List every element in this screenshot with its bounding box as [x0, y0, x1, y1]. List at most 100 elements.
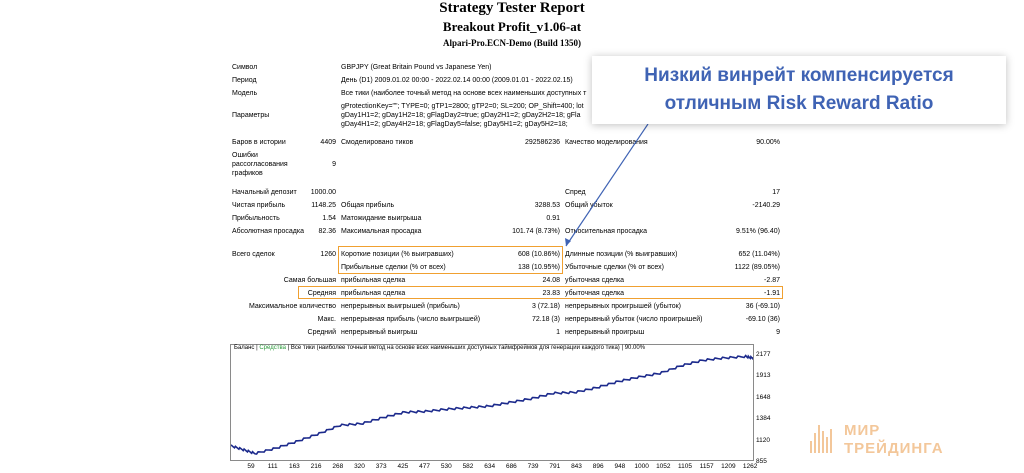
y-tick-label: 2177: [756, 351, 771, 358]
x-tick-label: 477: [419, 463, 431, 470]
logo-mark: [810, 425, 832, 453]
avg-cons-losses-value: 9: [776, 329, 780, 336]
errors-label-2: рассогласования: [232, 161, 288, 168]
winrate-highlight-box: [338, 246, 563, 274]
y-tick-label: 1648: [756, 393, 771, 401]
y-tick-label: 1384: [756, 415, 771, 423]
x-tick-label: 843: [571, 463, 582, 470]
x-tick-label: 686: [505, 463, 517, 470]
largest-profit-label: прибыльная сделка: [341, 277, 406, 284]
expected-payoff-value: 0.91: [546, 215, 560, 222]
average-trade-highlight-box: [298, 286, 783, 299]
cons-loss-value: -69.10 (36): [745, 316, 780, 323]
x-tick-label: 1000: [634, 463, 649, 470]
x-tick-label: 582: [462, 463, 474, 470]
balance-line-svg: [231, 354, 753, 455]
cons-wins-value: 3 (72.18): [531, 303, 560, 310]
x-tick-label: 948: [614, 463, 626, 470]
avg-profit-label: прибыльная сделка: [341, 290, 406, 297]
profit-trades-value: 138 (10.95%): [517, 264, 560, 271]
rel-drawdown-label: Относительная просадка: [565, 228, 647, 235]
quality-label: Качество моделирования: [565, 139, 648, 146]
profit-factor-value: 1.54: [322, 215, 336, 222]
largest-loss-value: -2.87: [764, 277, 780, 284]
callout-box: Низкий винрейт компенсируется отличным R…: [592, 56, 1006, 124]
params-label: Параметры: [232, 112, 270, 119]
symbol-value: GBPJPY (Great Britain Pound vs Japanese …: [341, 64, 492, 71]
errors-value: 9: [332, 161, 336, 168]
x-tick-label: 163: [288, 463, 300, 470]
largest-profit-value: 24.08: [542, 277, 560, 284]
total-trades-value: 1260: [320, 251, 336, 258]
gross-loss-label: Общий убыток: [565, 202, 613, 209]
period-label: Период: [232, 77, 257, 84]
max-drawdown-label: Максимальная просадка: [341, 228, 422, 235]
x-tick-label: 111: [267, 463, 278, 470]
bars-value: 4409: [320, 139, 336, 146]
x-tick-label: 530: [440, 463, 452, 470]
avg-profit-value: 23.83: [542, 290, 560, 297]
gross-loss-value: -2140.29: [752, 202, 780, 209]
params-line-1: gProtectionKey=""; TYPE=0; gTP1=2800; gT…: [341, 103, 584, 110]
long-positions-value: 652 (11.04%): [738, 251, 780, 258]
logo-text-2: ТРЕЙДИНГА: [844, 440, 944, 457]
x-tick-label: 1105: [678, 463, 692, 470]
cons-loss-label: непрерывный убыток (число проигрышей): [565, 316, 703, 323]
short-positions-label: Короткие позиции (% выигравших): [341, 251, 454, 258]
max-label: Макс.: [317, 316, 336, 323]
quality-value: 90.00%: [756, 139, 780, 146]
avg-loss-value: -1.91: [764, 290, 780, 297]
caption-separator: |: [254, 345, 260, 351]
total-trades-label: Всего сделок: [232, 251, 275, 258]
long-positions-label: Длинные позиции (% выигравших): [565, 251, 678, 258]
avg-cons-label: Средний: [307, 329, 336, 336]
balance-graph: [230, 344, 754, 461]
server-name: Alpari-Pro.ECN-Demo (Build 1350): [442, 38, 582, 48]
errors-label-3: графиков: [232, 170, 263, 177]
x-tick-label: 320: [354, 463, 365, 470]
deposit-value: 1000.00: [310, 189, 336, 196]
loss-trades-value: 1122 (89.05%): [734, 264, 780, 271]
model-label: Модель: [232, 90, 258, 97]
spread-value: 17: [772, 189, 780, 196]
caption-equity: Средства: [259, 345, 286, 351]
avg-loss-label: убыточная сделка: [565, 290, 625, 297]
spread-label: Спред: [565, 189, 586, 196]
x-tick-label: 1157: [699, 463, 714, 470]
net-profit-label: Чистая прибыль: [232, 202, 286, 209]
ticks-value: 292586236: [524, 139, 560, 146]
short-positions-value: 608 (10.86%): [517, 251, 560, 258]
profit-factor-label: Прибыльность: [232, 215, 280, 222]
bars-label: Баров в истории: [232, 139, 286, 146]
model-value: Все тики (наиболее точный метод на основ…: [341, 90, 587, 97]
y-tick-label: 1913: [756, 372, 771, 380]
x-tick-label: 1262: [742, 463, 758, 470]
avg-cons-wins-value: 1: [556, 329, 560, 336]
cons-wins-label: непрерывных выигрышей (прибыль): [341, 303, 460, 310]
callout-line-2: отличным Risk Reward Ratio: [664, 93, 934, 114]
ticks-label: Смоделировано тиков: [341, 139, 414, 146]
abs-drawdown-label: Абсолютная просадка: [232, 228, 304, 235]
cons-profit-label: непрерывная прибыль (число выигрышей): [341, 316, 481, 323]
ea-name: Breakout Profit_v1.06-at: [442, 19, 582, 34]
max-drawdown-value: 101.74 (8.73%): [512, 228, 560, 235]
largest-label: Самая большая: [283, 277, 336, 284]
x-tick-label: 373: [375, 463, 387, 470]
x-tick-label: 59: [247, 463, 255, 470]
avg-cons-losses-label: непрерывный проигрыш: [565, 329, 645, 336]
x-tick-label: 268: [332, 463, 344, 470]
logo-text-1: МИР: [844, 422, 881, 439]
report-title: Strategy Tester Report: [439, 0, 585, 16]
x-tick-label: 791: [549, 463, 561, 470]
y-tick-label: 1120: [756, 436, 770, 444]
rel-drawdown-value: 9.51% (96.40): [736, 228, 780, 235]
y-tick-label: 855: [756, 458, 767, 465]
x-tick-label: 1209: [721, 463, 736, 470]
gross-profit-label: Общая прибыль: [341, 202, 395, 209]
average-label: Средняя: [307, 290, 336, 297]
errors-label-1: Ошибки: [232, 152, 258, 159]
avg-cons-wins-label: непрерывный выигрыш: [341, 329, 418, 336]
max-count-label: Максимальное количество: [248, 303, 336, 310]
callout-line-1: Низкий винрейт компенсируется: [644, 65, 954, 86]
loss-trades-label: Убыточные сделки (% от всех): [565, 264, 664, 271]
